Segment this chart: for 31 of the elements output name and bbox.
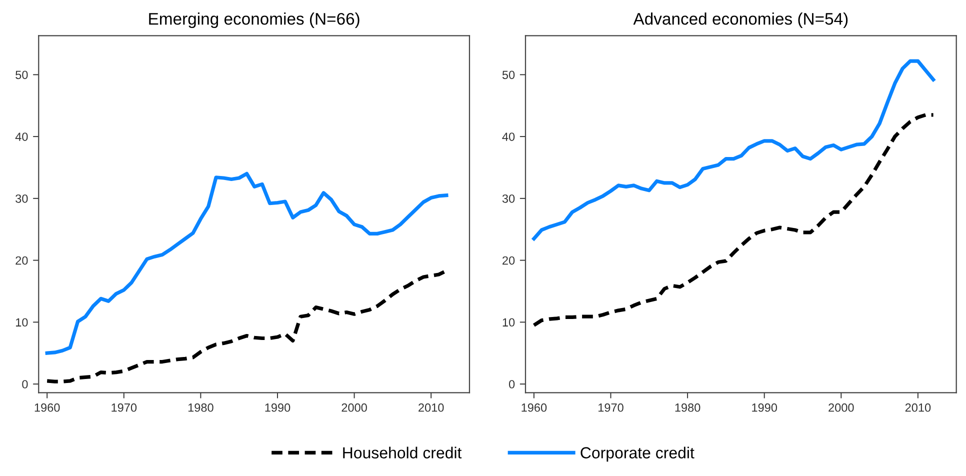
- line-series: [532, 113, 936, 328]
- y-tick-label: 0: [508, 380, 515, 388]
- y-tick-label: 20: [16, 256, 28, 265]
- x-tick-label: 2000: [828, 403, 854, 412]
- x-tick-label: 1970: [112, 403, 137, 412]
- x-tick-label: 1960: [34, 403, 60, 412]
- y-tick-label: 10: [502, 318, 515, 327]
- y-tick-label: 20: [502, 256, 515, 265]
- x-tick-label: 2000: [342, 403, 367, 412]
- y-tick-label: 0: [22, 380, 28, 388]
- chart-title: Emerging economies (N=66): [149, 12, 360, 28]
- y-tick-label: 40: [15, 132, 28, 141]
- x-tick-label: 1990: [752, 403, 778, 412]
- x-tick-label: 1990: [265, 403, 290, 412]
- y-tick-label: 10: [16, 318, 28, 327]
- legend-label: Corporate credit: [580, 446, 694, 462]
- legend-label: Household credit: [343, 446, 462, 458]
- x-tick-label: 1960: [522, 403, 547, 412]
- y-tick-label: 50: [502, 70, 515, 80]
- x-tick-label: 1980: [675, 403, 700, 412]
- y-tick-label: 30: [16, 194, 28, 203]
- y-tick-label: 40: [502, 132, 515, 141]
- chart-title: Advanced economies (N=54): [633, 12, 848, 28]
- line-series: [45, 172, 448, 355]
- x-tick-label: 1980: [188, 403, 214, 412]
- y-tick-label: 50: [16, 70, 28, 80]
- x-tick-label: 1970: [598, 403, 624, 412]
- x-tick-label: 2010: [905, 403, 931, 412]
- line-series: [532, 59, 936, 240]
- x-tick-label: 2010: [418, 403, 444, 412]
- y-tick-label: 30: [502, 194, 515, 203]
